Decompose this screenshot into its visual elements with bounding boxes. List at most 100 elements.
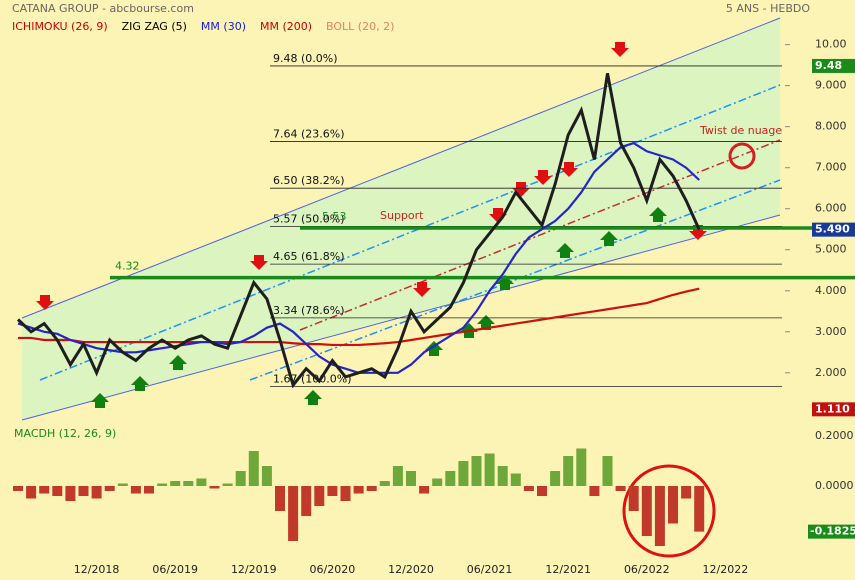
value-box (812, 402, 855, 417)
x-tick-label: 06/2021 (467, 563, 513, 576)
macd-bar (353, 486, 364, 494)
macd-bar (261, 466, 272, 486)
macd-circle (622, 464, 716, 558)
macd-bar (301, 486, 312, 516)
macd-bar (576, 448, 587, 486)
macd-bar (196, 478, 207, 486)
macd-bar (366, 486, 377, 491)
fib-label: 3.34 (78.6%) (273, 304, 345, 317)
y-tick-label: 7.000 (815, 161, 847, 174)
buy-arrow (496, 275, 514, 290)
macd-bar (563, 456, 574, 486)
macd-bar (52, 486, 63, 496)
y-tick-label: 6.000 (815, 202, 847, 215)
value-label: 5.490 (815, 223, 850, 236)
sell-arrow (36, 295, 54, 310)
macd-bar (144, 486, 154, 494)
x-tick-label: 06/2019 (152, 563, 198, 576)
x-tick-label: 12/2018 (74, 563, 120, 576)
macd-bar (550, 471, 561, 486)
channel-line (39, 84, 781, 381)
buy-arrow (425, 341, 443, 356)
y-tick-label: 5.000 (815, 243, 847, 256)
series-line (16, 73, 701, 389)
x-tick-label: 12/2019 (231, 563, 277, 576)
macd-bar (615, 486, 626, 491)
chart-title: CATANA GROUP - abcbourse.com (12, 2, 194, 15)
macd-bar (157, 483, 168, 486)
y-tick-label: 10.00 (815, 38, 847, 51)
x-tick-label: 12/2020 (388, 563, 434, 576)
macd-bar (589, 486, 600, 496)
y-tick-label: 4.000 (815, 284, 847, 297)
value-label: 1.110 (815, 402, 850, 415)
value-label: 9.48 (815, 59, 842, 72)
macd-bar (537, 486, 547, 496)
macd-bar (432, 478, 443, 486)
macd-bar (497, 466, 508, 486)
macd-bar (314, 486, 325, 506)
x-tick-label: 12/2021 (545, 563, 591, 576)
channel-area (22, 18, 780, 420)
macd-bar (235, 471, 246, 486)
macd-bar (170, 481, 181, 486)
legend-entry: MM (30) (201, 20, 246, 33)
value-label: -0.1825 (810, 525, 855, 538)
support-label: 4.32 (115, 260, 140, 273)
annotation: Twist de nuage (699, 124, 782, 137)
chart-subtitle: 5 ANS - HEBDO (726, 2, 810, 15)
x-tick-label: 06/2022 (624, 563, 670, 576)
fib-label: 6.50 (38.2%) (273, 174, 345, 187)
macd-bar (26, 486, 37, 499)
macd-bar (379, 481, 390, 486)
macd-bar (484, 453, 495, 486)
buy-arrow (649, 207, 667, 222)
macd-bar (78, 486, 89, 496)
macd-bar (65, 486, 76, 501)
fib-label: 5.57 (50.0%) (273, 212, 345, 225)
y-tick-label: 8.000 (815, 120, 847, 133)
macd-bar (183, 481, 194, 486)
macd-bar (13, 486, 23, 491)
support-label: 5.53 (322, 210, 347, 223)
sell-arrow (611, 42, 629, 57)
macd-bar (327, 486, 338, 496)
fib-label: 7.64 (23.6%) (273, 127, 345, 140)
buy-arrow (600, 231, 618, 246)
y-tick-label: 0.0000 (815, 479, 854, 492)
macd-bar (681, 486, 692, 499)
macd-bar (510, 473, 521, 486)
buy-arrow (304, 390, 322, 405)
macd-bar (248, 451, 259, 486)
macd-bar (694, 486, 705, 532)
macd-bar (288, 486, 299, 541)
macd-bar (222, 483, 233, 486)
macd-bar (406, 471, 416, 486)
macd-bar (654, 486, 665, 546)
sell-arrow (534, 170, 552, 185)
macd-bar (392, 466, 403, 486)
macd-bar (275, 486, 285, 511)
buy-arrow (477, 315, 495, 330)
channel-line (249, 179, 781, 381)
macd-bar (39, 486, 50, 494)
series-line (18, 287, 700, 347)
sell-arrow (560, 162, 578, 177)
value-box (812, 58, 855, 73)
buy-arrow (169, 355, 187, 370)
sell-arrow (489, 208, 507, 223)
trend-line (299, 139, 781, 331)
macd-bar (668, 486, 678, 524)
macd-bar (471, 456, 482, 486)
support-text: Support (380, 209, 424, 222)
fib-label: 9.48 (0.0%) (273, 52, 338, 65)
macd-bar (458, 461, 469, 486)
channel-line (21, 17, 781, 319)
macd-bar (445, 471, 456, 486)
macd-bar (130, 486, 141, 494)
macd-bar (117, 483, 128, 486)
macd-bar (628, 486, 639, 511)
macd-bar (91, 486, 102, 499)
macd-bar (104, 486, 115, 491)
